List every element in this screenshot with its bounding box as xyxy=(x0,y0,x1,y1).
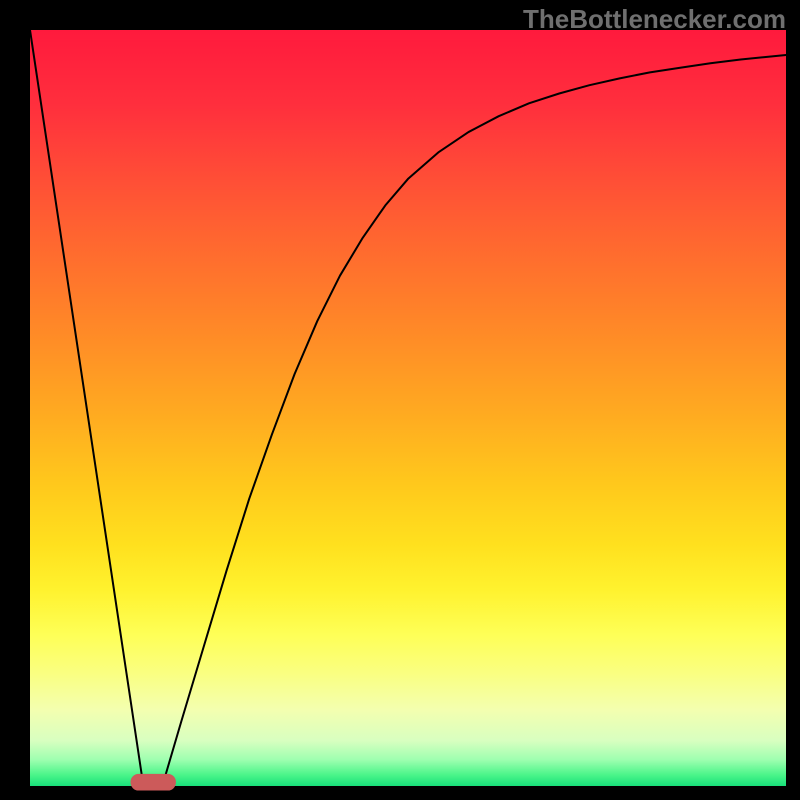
chart-heat-gradient xyxy=(30,30,786,786)
watermark-label: TheBottlenecker.com xyxy=(523,4,786,35)
optimal-point-marker xyxy=(131,774,176,791)
bottleneck-chart xyxy=(0,0,800,800)
